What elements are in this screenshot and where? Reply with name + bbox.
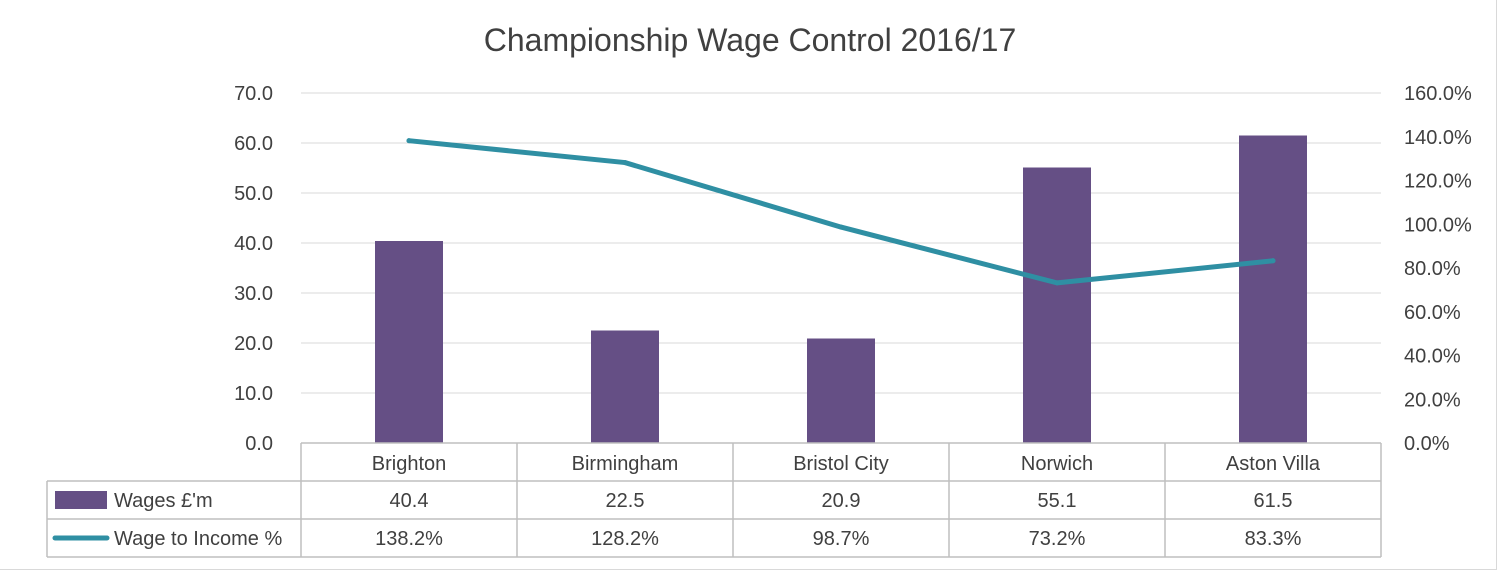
category-label: Norwich: [1021, 453, 1093, 475]
table-value: 98.7%: [813, 528, 870, 550]
series-name: Wage to Income %: [114, 528, 282, 550]
table-value: 40.4: [390, 490, 429, 512]
table-value: 55.1: [1038, 490, 1077, 512]
category-label: Aston Villa: [1226, 453, 1321, 475]
category-label: Brighton: [372, 453, 447, 475]
category-label: Birmingham: [572, 453, 679, 475]
table-value: 22.5: [606, 490, 645, 512]
y2-tick-label: 80.0%: [1404, 258, 1461, 280]
bar: [1023, 167, 1091, 443]
y-axis-right: 0.0% 20.0% 40.0% 60.0% 80.0% 100.0% 120.0% 140.…: [1404, 83, 1472, 455]
bar: [1239, 135, 1307, 443]
data-table: Brighton Birmingham Bristol City Norwich Ast…: [46, 442, 1382, 558]
bar: [591, 330, 659, 443]
y-tick-label: 20.0: [234, 333, 273, 355]
bar: [375, 241, 443, 443]
line-point: [406, 138, 412, 144]
y2-tick-label: 160.0%: [1404, 83, 1472, 105]
legend-key-bar: [55, 491, 107, 509]
y-tick-label: 30.0: [234, 283, 273, 305]
line-point: [1054, 280, 1060, 286]
table-value: 73.2%: [1029, 528, 1086, 550]
bar-series: [375, 135, 1307, 443]
y2-tick-label: 0.0%: [1404, 433, 1450, 455]
table-value: 61.5: [1254, 490, 1293, 512]
gridlines: [301, 92, 1381, 394]
y2-tick-label: 140.0%: [1404, 127, 1472, 149]
y-tick-label: 40.0: [234, 233, 273, 255]
category-label: Bristol City: [793, 453, 889, 475]
y2-tick-label: 20.0%: [1404, 389, 1461, 411]
y2-tick-label: 100.0%: [1404, 214, 1472, 236]
series-name: Wages £'m: [114, 490, 213, 512]
y2-tick-label: 60.0%: [1404, 302, 1461, 324]
y-tick-label: 70.0: [234, 83, 273, 105]
y-tick-label: 0.0: [245, 433, 273, 455]
y-tick-label: 60.0: [234, 133, 273, 155]
line-point: [838, 224, 844, 230]
line-point: [1270, 258, 1276, 264]
line-series: [406, 138, 1276, 286]
table-value: 83.3%: [1245, 528, 1302, 550]
y2-tick-label: 40.0%: [1404, 346, 1461, 368]
table-value: 138.2%: [375, 528, 443, 550]
table-value: 128.2%: [591, 528, 659, 550]
y-axis-left: 0.0 10.0 20.0 30.0 40.0 50.0 60.0 70.0: [234, 83, 273, 455]
series-line: [406, 138, 1276, 286]
line-point: [622, 160, 628, 166]
y-tick-label: 50.0: [234, 183, 273, 205]
y-tick-label: 10.0: [234, 383, 273, 405]
y2-tick-label: 120.0%: [1404, 171, 1472, 193]
bar: [807, 338, 875, 443]
chart-title: Championship Wage Control 2016/17: [484, 22, 1016, 58]
table-value: 20.9: [822, 490, 861, 512]
